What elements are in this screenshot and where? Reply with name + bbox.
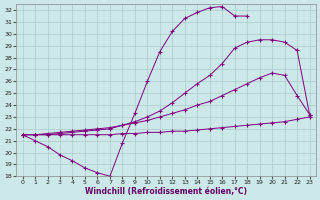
X-axis label: Windchill (Refroidissement éolien,°C): Windchill (Refroidissement éolien,°C) — [85, 187, 247, 196]
